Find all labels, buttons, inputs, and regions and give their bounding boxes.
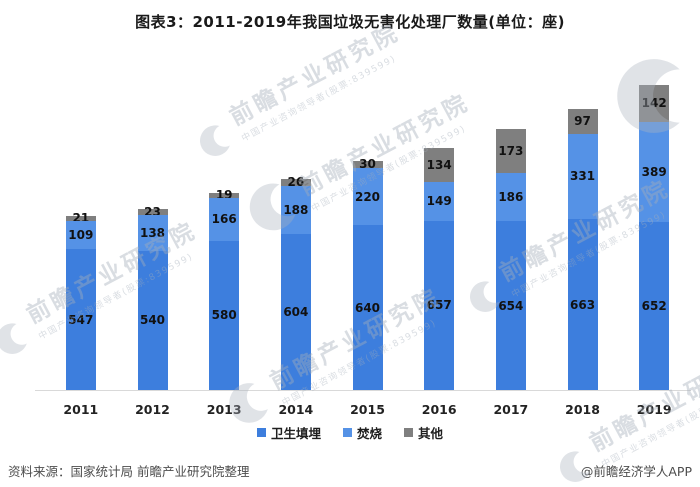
x-axis-label: 2019 <box>636 402 672 417</box>
legend: 卫生填埋 焚烧 其他 <box>0 423 700 442</box>
x-axis-label: 2018 <box>565 402 600 417</box>
bar-value-label: 142 <box>641 96 667 111</box>
bar-value-label: 134 <box>426 157 452 172</box>
bar-segment-other: 30 <box>352 157 383 172</box>
bar-segment-other: 142 <box>639 85 670 122</box>
bar-value-label: 220 <box>354 189 381 204</box>
bar-value-label: 580 <box>211 308 237 323</box>
x-axis-label: 2014 <box>278 402 314 417</box>
bar-value-label: 640 <box>354 300 381 315</box>
plot-area: 21 109 547 2011 23 138 540 2012 19 166 580 2013 26 18… <box>45 60 690 417</box>
bar-stack: 142 389 652 <box>639 85 670 390</box>
bar-column-2018: 97 331 663 2018 <box>547 60 619 417</box>
bar-value-label: 173 <box>498 144 524 159</box>
bar-value-label: 109 <box>68 227 94 242</box>
bar-segment-incineration: 109 <box>65 220 96 249</box>
legend-label: 焚烧 <box>356 426 382 441</box>
x-axis-label: 2015 <box>350 402 385 417</box>
bar-segment-landfill: 640 <box>352 225 383 390</box>
legend-item: 其他 <box>404 423 443 442</box>
bar-value-label: 657 <box>426 298 452 313</box>
bar-column-2016: 134 149 657 2016 <box>403 60 475 417</box>
x-axis-label: 2012 <box>135 402 170 417</box>
bar-value-label: 26 <box>287 175 305 190</box>
bar-value-label: 166 <box>211 212 237 227</box>
bar-value-label: 97 <box>574 114 591 129</box>
bar-stack: 19 166 580 <box>209 189 240 390</box>
bar-segment-incineration: 389 <box>639 121 670 222</box>
bar-column-2012: 23 138 540 2012 <box>117 60 189 417</box>
bar-segment-incineration: 331 <box>567 133 598 220</box>
bar-segment-landfill: 547 <box>65 249 96 390</box>
bar-value-label: 652 <box>641 298 667 313</box>
bar-stack: 30 220 640 <box>352 157 383 390</box>
bar-segment-incineration: 188 <box>280 185 311 235</box>
bar-value-label: 331 <box>570 169 596 184</box>
qianzhan-logo-icon <box>0 323 27 355</box>
bar-segment-incineration: 138 <box>137 215 168 251</box>
bar-value-label: 149 <box>426 194 452 209</box>
legend-label: 卫生填埋 <box>270 426 321 441</box>
bar-value-label: 654 <box>498 298 524 313</box>
bar-value-label: 30 <box>359 157 376 172</box>
legend-item: 卫生填埋 <box>256 423 321 442</box>
bar-segment-other: 134 <box>424 147 455 183</box>
bar-stack: 173 186 654 <box>495 128 526 390</box>
bar-segment-other: 26 <box>280 175 311 190</box>
bar-segment-other: 173 <box>495 128 526 174</box>
bar-stack: 21 109 547 <box>65 212 96 390</box>
bar-segment-incineration: 186 <box>495 173 526 222</box>
bar-segment-incineration: 220 <box>352 168 383 225</box>
bar-segment-landfill: 604 <box>280 234 311 390</box>
bar-value-label: 186 <box>498 190 524 205</box>
x-axis-line <box>35 390 691 391</box>
bar-segment-landfill: 540 <box>137 250 168 390</box>
bar-segment-landfill: 663 <box>567 219 598 390</box>
legend-label: 其他 <box>418 426 444 441</box>
bar-segment-incineration: 149 <box>424 182 455 221</box>
bar-value-label: 389 <box>641 164 667 179</box>
bar-segment-incineration: 166 <box>209 197 240 241</box>
bar-value-label: 540 <box>139 313 166 328</box>
bar-segment-landfill: 652 <box>639 221 670 390</box>
chart-title: 图表3：2011-2019年我国垃圾无害化处理厂数量(单位：座) <box>135 13 565 31</box>
bar-value-label: 604 <box>283 305 309 320</box>
x-axis-label: 2011 <box>63 402 99 417</box>
legend-swatch <box>256 428 266 437</box>
bar-stack: 23 138 540 <box>137 206 168 390</box>
x-axis-label: 2017 <box>493 402 529 417</box>
bar-column-2019: 142 389 652 2019 <box>618 60 690 417</box>
bar-column-2017: 173 186 654 2017 <box>475 60 547 417</box>
bar-value-label: 547 <box>68 312 94 327</box>
x-axis-label: 2013 <box>206 402 242 417</box>
legend-item: 焚烧 <box>342 423 382 442</box>
bar-stack: 97 331 663 <box>567 108 598 390</box>
legend-swatch <box>404 428 413 437</box>
bar-segment-other: 97 <box>567 108 598 134</box>
bar-value-label: 138 <box>139 226 166 241</box>
footer: 资料来源：国家统计局 前瞻产业研究院整理 @前瞻经济学人APP <box>8 461 692 480</box>
bar-stack: 134 149 657 <box>424 147 455 390</box>
bar-column-2014: 26 188 604 2014 <box>260 60 332 417</box>
footer-source: 资料来源：国家统计局 前瞻产业研究院整理 <box>8 464 250 479</box>
legend-swatch <box>342 428 352 437</box>
bar-segment-landfill: 657 <box>424 220 455 390</box>
bar-segment-landfill: 654 <box>495 221 526 390</box>
bar-segment-landfill: 580 <box>209 240 240 390</box>
bar-column-2011: 21 109 547 2011 <box>45 60 117 417</box>
bar-column-2015: 30 220 640 2015 <box>332 60 404 417</box>
footer-credit: @前瞻经济学人APP <box>580 464 692 479</box>
bar-value-label: 188 <box>283 203 309 218</box>
bar-stack: 26 188 604 <box>280 175 311 390</box>
bar-value-label: 663 <box>570 297 596 312</box>
bar-column-2013: 19 166 580 2013 <box>188 60 260 417</box>
x-axis-label: 2016 <box>421 402 457 417</box>
